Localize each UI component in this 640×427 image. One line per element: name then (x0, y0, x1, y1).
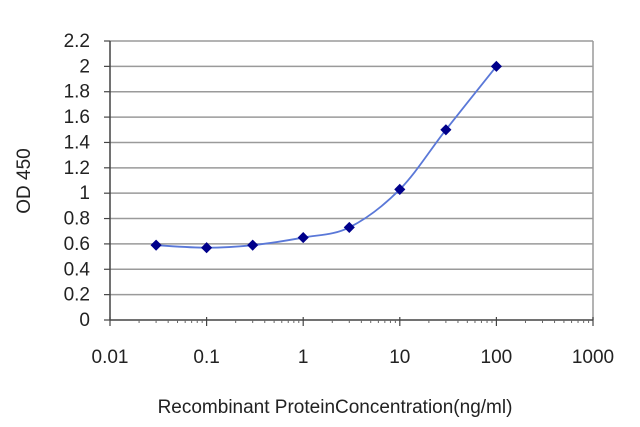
x-tick-label: 100 (481, 347, 513, 368)
grid-lines (110, 40, 594, 320)
x-tick-label: 1 (298, 347, 309, 368)
data-point-marker (297, 232, 309, 244)
y-tick-label: 2 (79, 56, 90, 77)
data-point-marker (150, 239, 162, 251)
y-axis-title: OD 450 (14, 148, 35, 213)
y-axis: 0 0.2 0.4 0.6 0.8 1 1.2 1.4 1.6 1.8 2 2.2 (64, 31, 111, 331)
y-tick-label: 1.2 (64, 158, 90, 179)
y-tick-label: 1 (79, 183, 90, 204)
y-tick-label: 0 (79, 310, 90, 331)
x-tick-label: 10 (389, 347, 410, 368)
data-point-marker (343, 221, 355, 233)
x-tick-label: 0.01 (92, 347, 129, 368)
x-axis-title: Recombinant ProteinConcentration(ng/ml) (158, 397, 513, 418)
y-tick-label: 1.8 (64, 82, 90, 103)
y-tick-label: 0.8 (64, 209, 90, 230)
y-tick-label: 0.4 (64, 259, 91, 280)
x-tick-label: 1000 (572, 347, 614, 368)
x-axis: 0.01 0.1 1 10 100 1000 (92, 317, 614, 368)
data-point-marker (440, 124, 452, 136)
data-point-marker (394, 183, 406, 195)
data-point-marker (201, 242, 213, 254)
x-tick-label: 0.1 (193, 347, 219, 368)
y-tick-label: 0.2 (64, 285, 90, 306)
series-group (150, 60, 502, 254)
y-tick-label: 0.6 (64, 234, 90, 255)
data-point-marker (247, 239, 259, 251)
y-tick-label: 1.4 (64, 132, 91, 153)
y-tick-label: 2.2 (64, 31, 90, 52)
y-tick-label: 1.6 (64, 107, 90, 128)
data-point-marker (490, 60, 502, 72)
plot-background (110, 41, 593, 320)
